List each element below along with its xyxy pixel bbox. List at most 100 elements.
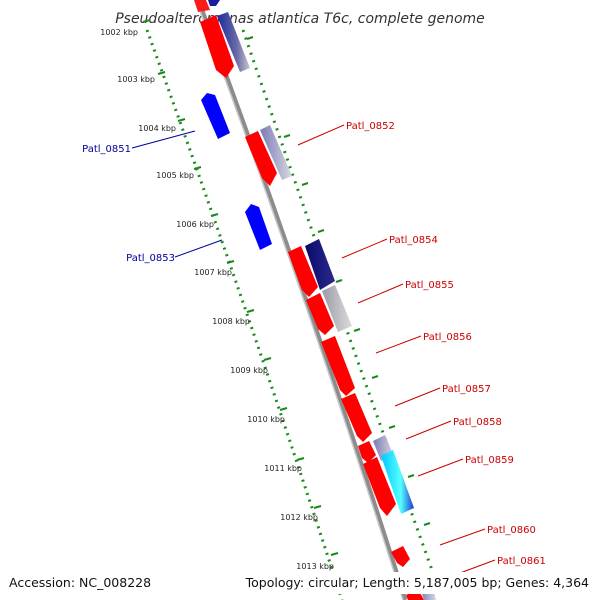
genome-backbone-highlight — [195, 0, 404, 600]
tick-mark — [193, 166, 202, 170]
leader-line — [394, 387, 441, 407]
tick-mark — [142, 19, 151, 23]
gene-top-red-fragment[interactable] — [194, 0, 210, 12]
gene-label-patl-0855[interactable]: Patl_0855 — [405, 280, 454, 291]
gene-label-patl-0861[interactable]: Patl_0861 — [497, 556, 546, 567]
tick-label: 1012 kbp — [280, 513, 318, 522]
leader-line — [439, 528, 486, 546]
gene-top-blue-fragment[interactable] — [208, 0, 220, 6]
tick: 1003 kbp — [117, 71, 166, 84]
gene-label-patl-0851[interactable]: Patl_0851 — [82, 144, 131, 155]
annotation-band-0854 — [305, 239, 335, 290]
gene-label-patl-0852[interactable]: Patl_0852 — [346, 121, 395, 132]
gene-patl-0851[interactable] — [201, 93, 230, 139]
leader-line — [341, 238, 388, 259]
footer-background-right — [256, 572, 600, 594]
outer-tick — [407, 474, 415, 478]
gene-patl-0857[interactable] — [341, 393, 372, 442]
gene-patl-0858[interactable] — [358, 441, 376, 463]
tick-mark — [157, 71, 166, 75]
right-gene-labels: Patl_0852 Patl_0854 Patl_0855 Patl_0856 … — [297, 121, 546, 577]
tick-label: 1002 kbp — [100, 28, 138, 37]
tick-label: 1010 kbp — [247, 415, 285, 424]
tick: 1013 kbp — [296, 552, 339, 571]
tick-mark — [177, 118, 186, 122]
outer-tick — [246, 36, 254, 40]
tick-label: 1004 kbp — [138, 124, 176, 133]
outer-tick — [317, 229, 325, 233]
annotation-band-0859 — [381, 450, 414, 514]
leader-line — [357, 283, 404, 304]
gene-patl-0854[interactable] — [288, 246, 318, 297]
tick-label: 1006 kbp — [176, 220, 214, 229]
outer-tick — [353, 328, 361, 332]
topology-text: Topology: circular; Length: 5,187,005 bp… — [245, 575, 589, 590]
gene-patl-0855[interactable] — [306, 293, 334, 335]
leader-line — [417, 458, 464, 477]
map-title: Pseudoalteromonas atlantica T6c, complet… — [115, 11, 485, 27]
tick: 1010 kbp — [247, 407, 288, 424]
tick-mark — [263, 357, 272, 361]
gene-patl-0859[interactable] — [363, 457, 396, 516]
leader-line — [297, 124, 345, 146]
tick-label: 1011 kbp — [264, 464, 302, 473]
tick-label: 1008 kbp — [212, 317, 250, 326]
left-gene-labels: Patl_0851 Patl_0853 — [82, 130, 223, 264]
tick: 1002 kbp — [100, 19, 151, 37]
reverse-genes — [201, 0, 272, 250]
outer-tick — [283, 134, 291, 138]
footer-background-left — [0, 572, 150, 594]
genome-backbone — [195, 0, 408, 600]
tick-mark — [330, 552, 339, 556]
outer-tick — [423, 522, 431, 526]
tick: 1009 kbp — [230, 357, 272, 375]
tick: 1005 kbp — [156, 166, 202, 180]
annotation-band-0852 — [260, 125, 292, 180]
gene-label-patl-0857[interactable]: Patl_0857 — [442, 384, 491, 395]
tick: 1007 kbp — [194, 260, 235, 277]
gene-label-patl-0856[interactable]: Patl_0856 — [423, 332, 472, 343]
annotation-band-top — [217, 12, 250, 72]
accession-text: Accession: NC_008228 — [9, 575, 151, 590]
tick-label: 1003 kbp — [117, 75, 155, 84]
leader-line — [174, 239, 223, 258]
tick-mark — [210, 213, 219, 217]
gene-top-red[interactable] — [200, 15, 234, 78]
gene-patl-0852[interactable] — [245, 131, 277, 186]
leader-line — [405, 420, 452, 440]
tick-mark — [313, 505, 322, 509]
gene-label-patl-0853[interactable]: Patl_0853 — [126, 253, 175, 264]
leader-line — [131, 130, 196, 149]
outer-tick — [301, 182, 309, 186]
tick-label: 1013 kbp — [296, 562, 334, 571]
tick: 1012 kbp — [280, 505, 322, 522]
tick: 1006 kbp — [176, 213, 219, 229]
tick: 1004 kbp — [138, 118, 186, 133]
tick-marks: 1002 kbp 1003 kbp 1004 kbp 1005 kbp 1006… — [100, 19, 339, 571]
gene-label-patl-0858[interactable]: Patl_0858 — [453, 417, 502, 428]
tick-label: 1009 kbp — [230, 366, 268, 375]
forward-genes — [194, 0, 436, 600]
tick-label: 1007 kbp — [194, 268, 232, 277]
gene-patl-0853[interactable] — [245, 204, 272, 250]
tick-label: 1005 kbp — [156, 171, 194, 180]
gene-patl-0860[interactable] — [391, 546, 410, 567]
outer-tick — [388, 425, 396, 429]
outer-track-ticks — [246, 36, 431, 526]
tick-mark — [246, 309, 255, 313]
tick: 1011 kbp — [264, 457, 305, 473]
outer-tick — [371, 375, 379, 379]
tick: 1008 kbp — [212, 309, 255, 326]
gene-label-patl-0860[interactable]: Patl_0860 — [487, 525, 536, 536]
tick-mark — [226, 260, 235, 264]
gene-label-patl-0854[interactable]: Patl_0854 — [389, 235, 438, 246]
outer-tick — [335, 279, 343, 283]
gene-patl-0856[interactable] — [321, 336, 355, 396]
tick-mark — [279, 407, 288, 411]
leader-line — [375, 335, 422, 354]
tick-mark — [296, 457, 305, 461]
tick-track — [145, 29, 344, 600]
annotation-band-0855 — [322, 285, 352, 332]
gene-label-patl-0859[interactable]: Patl_0859 — [465, 455, 514, 466]
